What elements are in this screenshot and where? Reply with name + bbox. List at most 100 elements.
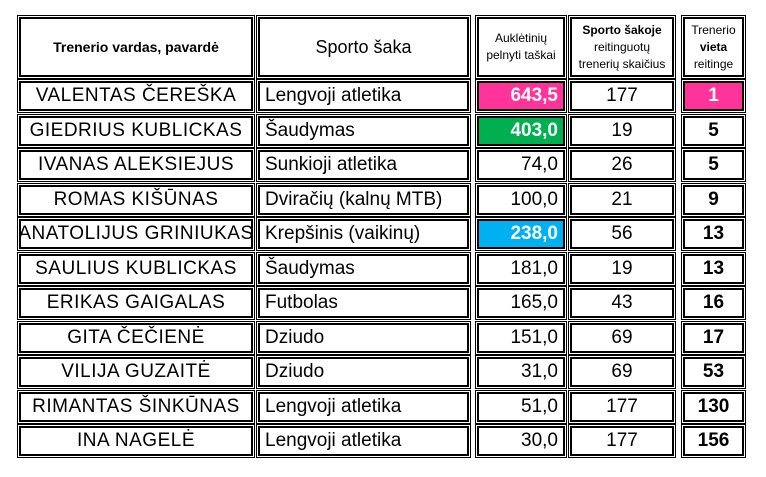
sport-cell: Sunkioji atletika xyxy=(256,148,471,182)
rank-cell-text: 156 xyxy=(697,430,730,451)
rank-cell: 16 xyxy=(681,286,746,320)
sport-cell-text: Dziudo xyxy=(265,327,325,348)
coach-count-cell-text: 69 xyxy=(611,361,633,382)
coach-name-cell-text: GITA ČEČIENĖ xyxy=(67,327,205,348)
rank-cell-text: 16 xyxy=(702,292,725,313)
points-cell-text: 165,0 xyxy=(510,292,558,313)
sport-cell: Lengvoji atletika xyxy=(256,79,471,113)
sport-cell: Lengvoji atletika xyxy=(256,390,471,424)
sport-cell: Dziudo xyxy=(256,355,471,389)
points-cell-text: 238,0 xyxy=(510,223,558,244)
points-cell: 31,0 xyxy=(475,355,567,389)
points-cell: 181,0 xyxy=(475,252,567,286)
sport-cell-text: Futbolas xyxy=(265,292,338,313)
header-rank-line2: vieta xyxy=(699,39,728,54)
header-coach-name: Trenerio vardas, pavardė xyxy=(17,15,255,79)
coach-count-cell: 177 xyxy=(568,79,676,113)
header-points-line1: Auklėtinių xyxy=(494,31,548,45)
sport-cell-text: Krepšinis (vaikinų) xyxy=(265,223,421,244)
rank-cell: 5 xyxy=(681,114,746,148)
points-cell-text: 643,5 xyxy=(510,85,558,106)
coach-count-cell-text: 69 xyxy=(611,327,633,348)
points-cell-text: 30,0 xyxy=(521,430,558,451)
coach-count-cell-text: 19 xyxy=(611,120,633,141)
sport-cell-text: Šaudymas xyxy=(265,258,355,279)
rank-cell: 13 xyxy=(681,217,746,251)
points-cell-text: 100,0 xyxy=(510,189,558,210)
coach-name-cell: INA NAGELĖ xyxy=(17,424,255,458)
rank-cell: 13 xyxy=(681,252,746,286)
coach-name-cell-text: IVANAS ALEKSIEJUS xyxy=(37,154,235,175)
header-points: Auklėtinių pelnyti taškai xyxy=(475,15,567,79)
coach-name-cell-text: GIEDRIUS KUBLICKAS xyxy=(29,120,243,141)
coach-count-cell: 56 xyxy=(568,217,676,251)
rank-cell: 1 xyxy=(681,79,746,113)
points-cell-text: 51,0 xyxy=(521,396,558,417)
coach-count-cell: 43 xyxy=(568,286,676,320)
header-rank-line3: reitinge xyxy=(693,56,734,71)
sport-cell: Lengvoji atletika xyxy=(256,424,471,458)
rank-cell: 5 xyxy=(681,148,746,182)
rank-cell-text: 9 xyxy=(708,189,719,210)
coach-count-cell: 19 xyxy=(568,252,676,286)
coach-count-cell-text: 43 xyxy=(611,292,633,313)
header-count: Sporto šakoje reitinguotų trenerių skaič… xyxy=(568,15,676,79)
sport-cell-text: Šaudymas xyxy=(265,120,355,141)
sport-cell-text: Dziudo xyxy=(265,361,325,382)
coach-name-cell-text: VILIJA GUZAITĖ xyxy=(61,361,211,382)
coach-count-cell-text: 21 xyxy=(611,189,633,210)
rank-cell-text: 53 xyxy=(702,361,725,382)
points-cell: 643,5 xyxy=(475,79,567,113)
points-cell: 151,0 xyxy=(475,321,567,355)
rank-cell-text: 13 xyxy=(702,258,725,279)
rank-cell: 53 xyxy=(681,355,746,389)
coach-name-cell-text: ROMAS KIŠŪNAS xyxy=(53,189,219,210)
coach-name-cell: IVANAS ALEKSIEJUS xyxy=(17,148,255,182)
points-cell: 51,0 xyxy=(475,390,567,424)
points-cell-text: 31,0 xyxy=(521,361,558,382)
rank-cell-text: 5 xyxy=(708,120,719,141)
sport-cell: Dziudo xyxy=(256,321,471,355)
sport-cell: Krepšinis (vaikinų) xyxy=(256,217,471,251)
coach-name-cell: ROMAS KIŠŪNAS xyxy=(17,183,255,217)
coach-count-cell: 19 xyxy=(568,114,676,148)
coach-name-cell: SAULIUS KUBLICKAS xyxy=(17,252,255,286)
points-cell-text: 403,0 xyxy=(510,120,558,141)
header-rank-line1: Trenerio xyxy=(691,22,736,37)
sport-cell-text: Lengvoji atletika xyxy=(265,396,402,417)
coach-name-cell: VILIJA GUZAITĖ xyxy=(17,355,255,389)
rank-cell: 130 xyxy=(681,390,746,424)
points-cell-text: 151,0 xyxy=(510,327,558,348)
header-points-line2: pelnyti taškai xyxy=(486,48,556,62)
rank-cell-text: 13 xyxy=(702,223,725,244)
header-sport-text: Sporto šaka xyxy=(315,36,412,57)
coach-name-cell: VALENTAS ČEREŠKA xyxy=(17,79,255,113)
points-cell: 238,0 xyxy=(475,217,567,251)
header-count-line1: Sporto šakoje xyxy=(582,22,662,37)
coach-count-cell: 177 xyxy=(568,424,676,458)
header-coach-name-text: Trenerio vardas, pavardė xyxy=(53,39,219,55)
points-cell: 30,0 xyxy=(475,424,567,458)
points-cell-text: 74,0 xyxy=(521,154,558,175)
coach-name-cell-text: RIMANTAS ŠINKŪNAS xyxy=(32,396,240,417)
sport-cell: Dviračių (kalnų MTB) xyxy=(256,183,471,217)
coach-name-cell: GITA ČEČIENĖ xyxy=(17,321,255,355)
rank-cell-text: 1 xyxy=(708,85,719,106)
coach-name-cell-text: INA NAGELĖ xyxy=(77,430,195,451)
coach-name-cell: RIMANTAS ŠINKŪNAS xyxy=(17,390,255,424)
sport-cell-text: Lengvoji atletika xyxy=(265,85,402,106)
coach-count-cell-text: 19 xyxy=(611,258,633,279)
header-rank: Trenerio vieta reitinge xyxy=(681,15,746,79)
rank-cell-text: 130 xyxy=(697,396,730,417)
points-cell-text: 181,0 xyxy=(510,258,558,279)
coach-name-cell-text: VALENTAS ČEREŠKA xyxy=(35,85,237,106)
coach-count-cell-text: 177 xyxy=(606,396,638,417)
coach-count-cell-text: 177 xyxy=(606,430,638,451)
coach-count-cell: 69 xyxy=(568,355,676,389)
coach-name-cell: GIEDRIUS KUBLICKAS xyxy=(17,114,255,148)
sport-cell: Šaudymas xyxy=(256,114,471,148)
points-cell: 165,0 xyxy=(475,286,567,320)
rank-cell: 17 xyxy=(681,321,746,355)
coach-count-cell-text: 26 xyxy=(611,154,633,175)
points-cell: 403,0 xyxy=(475,114,567,148)
